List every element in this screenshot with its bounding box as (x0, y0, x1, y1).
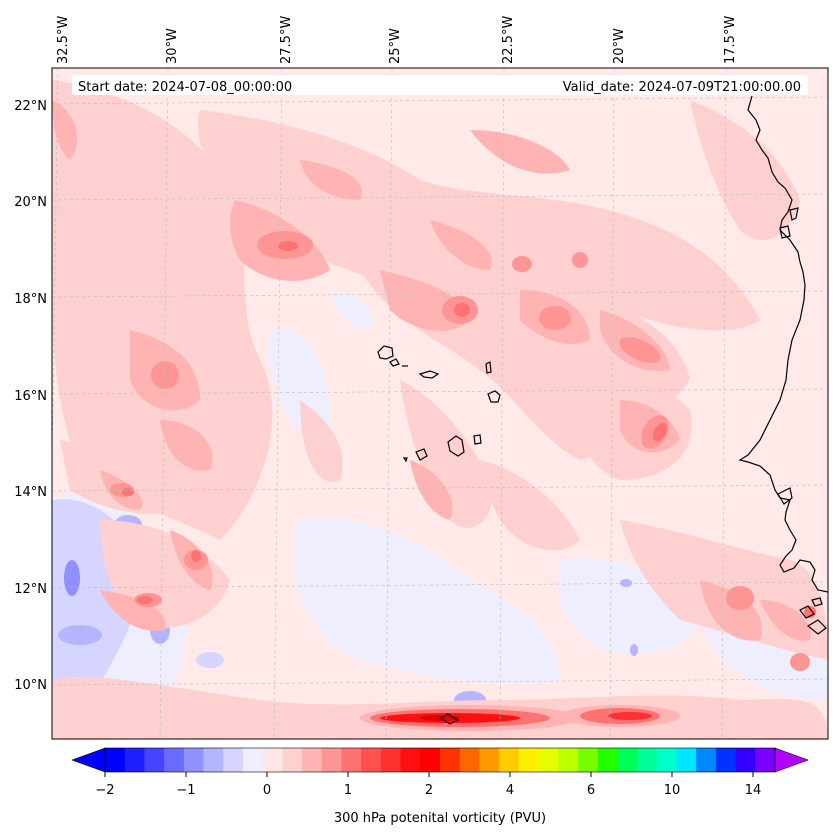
colorbar-swatch (538, 748, 559, 772)
lon-label: 20°W (612, 28, 627, 64)
valid-date-text: Valid_date: 2024-07-09T21:00:00.00 (563, 80, 801, 95)
lon-label: 25°W (388, 28, 403, 64)
longitude-labels: 32.5°W 30°W 27.5°W 25°W 22.5°W 20°W 17.5… (56, 16, 738, 64)
pv-southern-strip (360, 705, 680, 731)
colorbar-label: 300 hPa potenital vorticity (PVU) (334, 811, 546, 826)
lat-label: 16°N (14, 389, 47, 404)
colorbar-swatch (558, 748, 579, 772)
colorbar-swatch (420, 748, 441, 772)
colorbar-swatch (400, 748, 421, 772)
lon-label: 30°W (165, 28, 180, 64)
lat-label: 20°N (14, 195, 47, 210)
colorbar-swatch (440, 748, 461, 772)
colorbar-swatch (715, 748, 737, 772)
colorbar-swatch (696, 748, 717, 772)
colorbar-swatch (499, 748, 520, 772)
date-info-box: Start date: 2024-07-08_00:00:00 Valid_da… (72, 75, 808, 95)
gridlines (52, 68, 828, 739)
colorbar-tick-label: 14 (745, 783, 762, 798)
latitude-labels: 22°N 20°N 18°N 16°N 14°N 12°N 10°N (14, 99, 47, 693)
colorbar-frame (104, 747, 776, 773)
lat-label: 22°N (14, 99, 47, 114)
colorbar-swatch (755, 748, 776, 772)
colorbar-tick-label: 10 (664, 783, 681, 798)
lat-label: 12°N (14, 582, 47, 597)
colorbar-swatch (203, 748, 224, 772)
colorbar-swatch (676, 748, 697, 772)
colorbar-swatch (164, 748, 185, 772)
colorbar-swatch (302, 748, 323, 772)
colorbar-swatch (242, 748, 264, 772)
start-date-text: Start date: 2024-07-08_00:00:00 (78, 80, 292, 95)
colorbar-swatch (282, 748, 303, 772)
map-frame (51, 67, 829, 740)
lon-label: 27.5°W (279, 16, 294, 64)
colorbar-swatch (617, 748, 638, 772)
cape-verde-islands (377, 345, 501, 725)
colorbar-swatch (124, 748, 145, 772)
colorbar-swatch (341, 748, 362, 772)
lat-label: 14°N (14, 485, 47, 500)
colorbar-tick-label: 6 (587, 783, 595, 798)
colorbar-swatch (105, 748, 126, 772)
colorbar-swatch (321, 748, 342, 772)
colorbar: −2 −1 0 1 2 4 6 10 14 300 hPa potenital … (71, 747, 809, 826)
colorbar-swatch (459, 748, 480, 772)
colorbar-tick-label: 4 (506, 783, 514, 798)
lon-label: 17.5°W (723, 16, 738, 64)
colorbar-swatch (518, 748, 540, 772)
colorbar-swatch (144, 748, 165, 772)
colorbar-tick-label: −1 (176, 783, 195, 798)
colorbar-swatch (479, 748, 500, 772)
colorbar-tick-label: 0 (263, 783, 271, 798)
lat-label: 18°N (14, 292, 47, 307)
lon-label: 32.5°W (56, 16, 71, 64)
colorbar-swatch (577, 748, 599, 772)
colorbar-swatch (597, 748, 618, 772)
africa-coastline (738, 95, 828, 635)
colorbar-swatch (735, 748, 756, 772)
pv-deep-red-cores (122, 241, 816, 618)
colorbar-swatch (262, 748, 283, 772)
map-area[interactable] (48, 68, 828, 746)
colorbar-tick-label: −2 (95, 783, 114, 798)
colorbar-swatches (105, 748, 776, 772)
colorbar-swatch (223, 748, 244, 772)
lon-label: 22.5°W (501, 16, 516, 64)
colorbar-over-arrow (774, 747, 809, 773)
colorbar-swatch (656, 748, 677, 772)
colorbar-tick-label: 1 (344, 783, 352, 798)
colorbar-swatch (380, 748, 402, 772)
colorbar-swatch (183, 748, 205, 772)
colorbar-tick-label: 2 (425, 783, 433, 798)
colorbar-ticks (104, 772, 754, 777)
colorbar-swatch (361, 748, 382, 772)
colorbar-swatch (637, 748, 658, 772)
lat-label: 10°N (14, 678, 47, 693)
colorbar-under-arrow (71, 747, 106, 773)
colorbar-tick-labels: −2 −1 0 1 2 4 6 10 14 (95, 783, 761, 798)
